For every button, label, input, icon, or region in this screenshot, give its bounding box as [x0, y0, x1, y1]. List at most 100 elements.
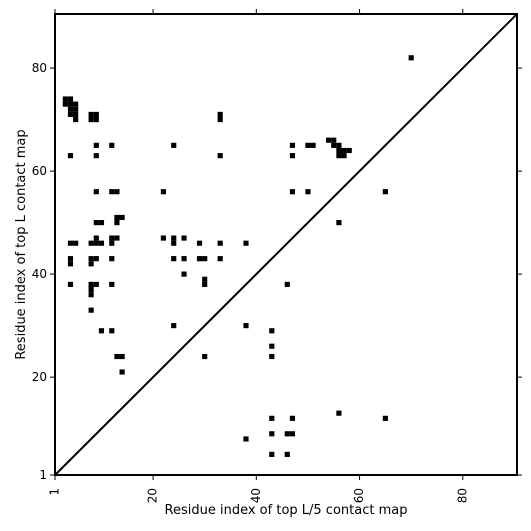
contact-point — [202, 276, 208, 282]
contact-point — [284, 281, 290, 287]
contact-point — [269, 353, 275, 360]
contact-point — [217, 153, 223, 159]
contact-point — [171, 240, 177, 246]
contact-point — [114, 235, 120, 241]
contact-point — [269, 451, 275, 457]
contact-point — [88, 111, 94, 118]
x-tick-label: 1 — [48, 488, 62, 496]
contact-point — [67, 101, 74, 107]
y-tick-label: 80 — [32, 61, 47, 75]
contact-point — [181, 271, 187, 277]
contact-point — [67, 261, 74, 267]
contact-point — [346, 147, 352, 154]
contact-point — [93, 111, 99, 118]
contact-point — [88, 281, 94, 287]
x-tick-label: 20 — [146, 488, 160, 503]
diagonal-line — [54, 13, 518, 476]
y-tick-label: 60 — [32, 164, 47, 178]
contact-point — [114, 214, 120, 221]
contact-point — [336, 142, 342, 148]
contact-point — [326, 137, 332, 143]
contact-point — [305, 142, 311, 148]
contact-point — [109, 142, 115, 148]
contact-point — [109, 256, 115, 262]
x-tick-label: 80 — [455, 488, 469, 503]
y-tick-label: 40 — [32, 267, 47, 281]
contact-point — [305, 189, 311, 195]
contact-point — [284, 431, 290, 437]
plot-frame — [54, 13, 518, 476]
contact-point — [93, 240, 99, 246]
contact-point — [243, 323, 249, 329]
contact-point — [109, 235, 115, 241]
x-tick-label: 60 — [352, 488, 366, 503]
contact-point — [243, 436, 249, 442]
contact-point — [336, 153, 342, 159]
contact-point — [289, 153, 296, 159]
contact-point — [73, 101, 79, 107]
contact-point — [341, 153, 347, 159]
contact-point — [382, 189, 388, 195]
contact-point — [382, 415, 388, 421]
contact-point — [196, 240, 203, 246]
contact-point — [93, 256, 99, 262]
contact-point — [67, 96, 74, 102]
contact-point — [181, 256, 187, 262]
contact-point — [114, 353, 120, 360]
contact-point — [88, 307, 94, 313]
contact-point — [67, 153, 74, 159]
contact-point — [67, 111, 74, 118]
contact-point — [243, 240, 249, 246]
contact-point — [114, 220, 120, 226]
contact-point — [93, 235, 99, 241]
contact-point — [73, 117, 79, 123]
contact-point — [269, 328, 275, 334]
contact-point — [341, 147, 347, 154]
contact-point — [217, 256, 223, 262]
contact-point — [269, 431, 275, 437]
contact-point — [289, 415, 296, 421]
contact-point — [88, 117, 94, 123]
contact-point — [62, 96, 68, 102]
contact-point — [88, 256, 94, 262]
contact-point — [289, 431, 296, 437]
contact-point — [202, 256, 208, 262]
contact-point — [109, 328, 115, 334]
y-axis-ticks: 1 20 40 60 80 — [32, 61, 522, 482]
y-tick-label: 20 — [32, 370, 47, 384]
contact-point — [171, 323, 177, 329]
contact-point — [181, 235, 187, 241]
contact-point — [196, 256, 203, 262]
contact-point — [109, 240, 115, 246]
x-axis-label: Residue index of top L/5 contact map — [165, 503, 408, 518]
contact-point — [67, 256, 74, 262]
contact-point — [67, 240, 74, 246]
contact-point — [119, 369, 125, 375]
contact-point — [114, 189, 120, 195]
contact-point — [310, 142, 316, 148]
contact-point — [73, 106, 79, 112]
y-axis-label: Residue index of top L contact map — [14, 129, 29, 359]
contact-point — [331, 142, 337, 148]
contact-point — [217, 240, 223, 246]
contact-point — [98, 220, 105, 226]
contact-point — [88, 292, 94, 298]
contact-point — [160, 189, 166, 195]
contact-point — [93, 153, 99, 159]
contact-point — [217, 111, 223, 118]
contact-point — [88, 261, 94, 267]
contact-point — [88, 240, 94, 246]
contact-point — [171, 142, 177, 148]
contact-point — [62, 101, 68, 107]
contact-point — [93, 281, 99, 287]
contact-point — [269, 415, 275, 421]
x-tick-label: 40 — [249, 488, 263, 503]
y-tick-label: 1 — [39, 468, 47, 482]
contact-point — [73, 111, 79, 118]
contact-point — [73, 240, 79, 246]
contact-point — [336, 147, 342, 154]
contact-point — [202, 281, 208, 287]
contact-point — [93, 189, 99, 195]
contact-point — [284, 451, 290, 457]
